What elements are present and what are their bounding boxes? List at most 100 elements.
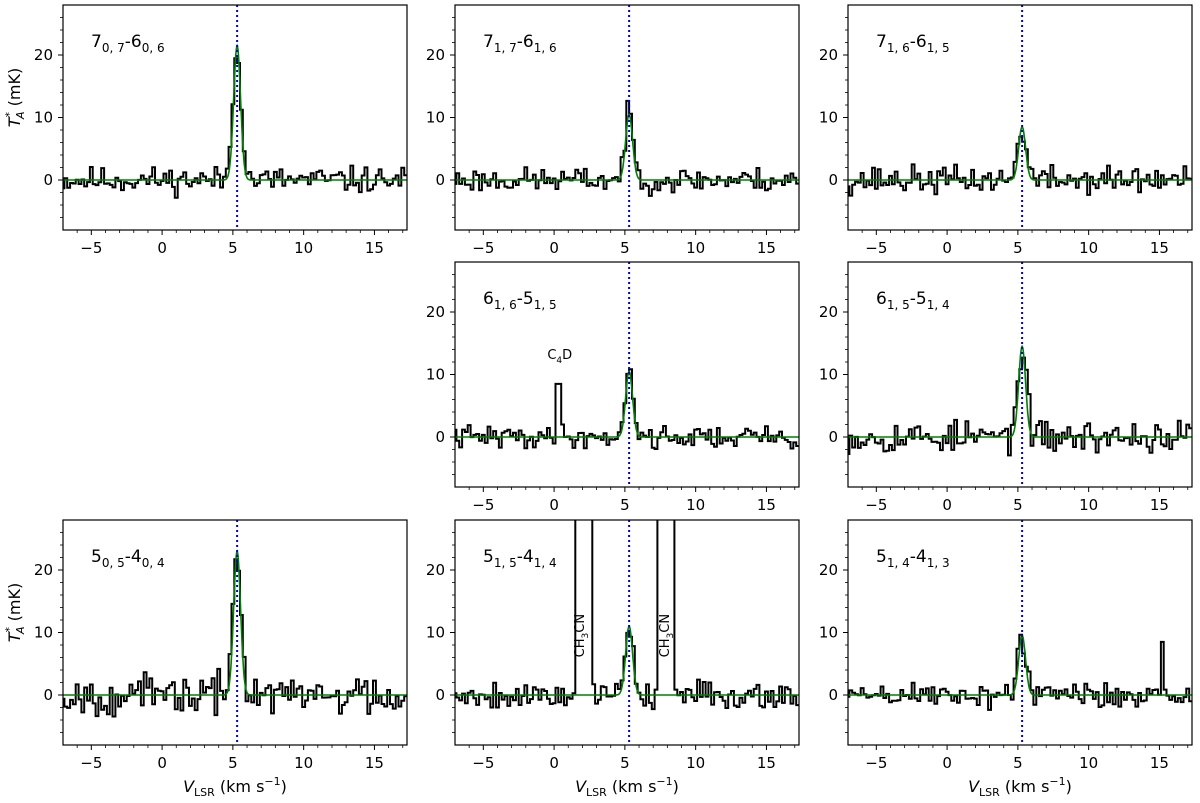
spectrum-line bbox=[455, 520, 799, 711]
y-tick-label: 10 bbox=[34, 109, 53, 127]
x-tick-label: 0 bbox=[549, 239, 559, 257]
y-tick-label: 20 bbox=[34, 46, 53, 64]
x-tick-label: 10 bbox=[294, 239, 313, 257]
x-axis-label: VLSR (km s−1) bbox=[575, 775, 679, 799]
x-tick-label: −5 bbox=[865, 239, 887, 257]
x-tick-label: 0 bbox=[942, 496, 952, 514]
gaussian-fit-line bbox=[455, 113, 799, 181]
x-tick-label: −5 bbox=[865, 754, 887, 772]
x-tick-label: 5 bbox=[1013, 239, 1023, 257]
transition-label: 61, 5-51, 4 bbox=[876, 289, 950, 312]
y-tick-label: 10 bbox=[819, 109, 838, 127]
x-tick-label: 5 bbox=[620, 239, 630, 257]
y-tick-label: 0 bbox=[435, 686, 445, 704]
x-tick-label: 15 bbox=[757, 754, 776, 772]
x-tick-label: 5 bbox=[228, 239, 238, 257]
x-tick-label: −5 bbox=[472, 496, 494, 514]
x-tick-label: 10 bbox=[686, 754, 705, 772]
x-tick-label: 0 bbox=[942, 754, 952, 772]
x-tick-label: 5 bbox=[1013, 496, 1023, 514]
x-tick-label: −5 bbox=[80, 239, 102, 257]
x-tick-label: −5 bbox=[80, 754, 102, 772]
spectrum-panel: −5 0 5 10 15 0 10 20 71, 6-61, 5 bbox=[819, 4, 1193, 257]
transition-label: 71, 7-61, 6 bbox=[483, 32, 557, 55]
x-tick-label: 10 bbox=[294, 754, 313, 772]
x-tick-label: 5 bbox=[620, 754, 630, 772]
y-tick-label: 0 bbox=[435, 428, 445, 446]
y-axis-label: T*A (mK) bbox=[3, 68, 27, 127]
y-tick-label: 10 bbox=[426, 624, 445, 642]
x-tick-label: 0 bbox=[549, 496, 559, 514]
y-tick-label: 10 bbox=[819, 624, 838, 642]
spectrum-panel: −5 0 5 10 15 0 10 20 51, 4-41, 3 VLSR (km s−1) bbox=[819, 519, 1193, 799]
y-tick-label: 10 bbox=[426, 366, 445, 384]
line-annotation: CH3CN bbox=[573, 614, 591, 657]
x-tick-label: 5 bbox=[228, 754, 238, 772]
x-axis-label: VLSR (km s−1) bbox=[968, 775, 1072, 799]
x-tick-label: 15 bbox=[1150, 754, 1169, 772]
transition-label: 50, 5-40, 4 bbox=[91, 547, 165, 570]
x-tick-label: 15 bbox=[757, 239, 776, 257]
gaussian-fit-line bbox=[848, 125, 1192, 181]
y-tick-label: 10 bbox=[34, 624, 53, 642]
gaussian-fit-line bbox=[848, 344, 1192, 438]
x-tick-label: 0 bbox=[942, 239, 952, 257]
x-tick-label: 10 bbox=[1079, 754, 1098, 772]
transition-label: 51, 4-41, 3 bbox=[876, 547, 950, 570]
y-tick-label: 0 bbox=[43, 171, 53, 189]
line-annotation: C4D bbox=[547, 348, 572, 366]
y-tick-label: 20 bbox=[426, 46, 445, 64]
x-tick-label: 10 bbox=[686, 496, 705, 514]
x-tick-label: 15 bbox=[757, 496, 776, 514]
y-tick-label: 20 bbox=[819, 303, 838, 321]
y-tick-label: 0 bbox=[828, 686, 838, 704]
x-tick-label: −5 bbox=[865, 496, 887, 514]
y-tick-label: 0 bbox=[828, 428, 838, 446]
x-tick-label: −5 bbox=[472, 754, 494, 772]
spectrum-panel: −5 0 5 10 15 0 10 20 51, 5-41, 4 CH3CN CH3CN VLSR (… bbox=[426, 519, 800, 799]
panel-frame bbox=[847, 4, 1193, 231]
x-tick-label: 5 bbox=[1013, 754, 1023, 772]
y-tick-label: 0 bbox=[435, 171, 445, 189]
x-tick-label: 0 bbox=[157, 754, 167, 772]
y-tick-label: 20 bbox=[819, 46, 838, 64]
x-tick-label: 15 bbox=[365, 239, 384, 257]
x-tick-label: 15 bbox=[365, 754, 384, 772]
gaussian-fit-line bbox=[848, 634, 1192, 696]
transition-label: 51, 5-41, 4 bbox=[483, 547, 557, 570]
x-tick-label: −5 bbox=[472, 239, 494, 257]
transition-label: 61, 6-51, 5 bbox=[483, 289, 557, 312]
x-tick-label: 10 bbox=[686, 239, 705, 257]
panel-frame bbox=[847, 519, 1193, 746]
y-tick-label: 0 bbox=[828, 171, 838, 189]
transition-label: 71, 6-61, 5 bbox=[876, 32, 950, 55]
x-axis-label: VLSR (km s−1) bbox=[183, 775, 287, 799]
y-tick-label: 20 bbox=[426, 561, 445, 579]
spectrum-line bbox=[455, 368, 799, 450]
gaussian-fit-line bbox=[63, 549, 407, 696]
x-tick-label: 0 bbox=[157, 239, 167, 257]
spectrum-panel: −5 0 5 10 15 0 10 20 61, 6-51, 5 C4D bbox=[426, 261, 800, 514]
x-tick-label: 15 bbox=[1150, 239, 1169, 257]
spectrum-panel: −5 0 5 10 15 0 10 20 61, 5-51, 4 bbox=[819, 261, 1193, 514]
x-tick-label: 0 bbox=[549, 754, 559, 772]
x-tick-label: 10 bbox=[1079, 496, 1098, 514]
spectrum-line bbox=[455, 99, 799, 197]
transition-label: 70, 7-60, 6 bbox=[91, 32, 165, 55]
spectrum-panel: −5 0 5 10 15 0 10 20 50, 5-40, 4 VLSR (km s−1) T*A… bbox=[3, 519, 408, 799]
x-tick-label: 15 bbox=[1150, 496, 1169, 514]
y-tick-label: 0 bbox=[43, 686, 53, 704]
panel-frame bbox=[62, 4, 408, 231]
y-tick-label: 20 bbox=[34, 561, 53, 579]
spectrum-panel: −5 0 5 10 15 0 10 20 71, 7-61, 6 bbox=[426, 4, 800, 257]
y-tick-label: 10 bbox=[426, 109, 445, 127]
y-tick-label: 20 bbox=[819, 561, 838, 579]
gaussian-fit-line bbox=[455, 625, 799, 696]
x-tick-label: 10 bbox=[1079, 239, 1098, 257]
gaussian-fit-line bbox=[455, 370, 799, 438]
y-tick-label: 20 bbox=[426, 303, 445, 321]
line-annotation: CH3CN bbox=[658, 614, 676, 657]
y-tick-label: 10 bbox=[819, 366, 838, 384]
x-tick-label: 5 bbox=[620, 496, 630, 514]
